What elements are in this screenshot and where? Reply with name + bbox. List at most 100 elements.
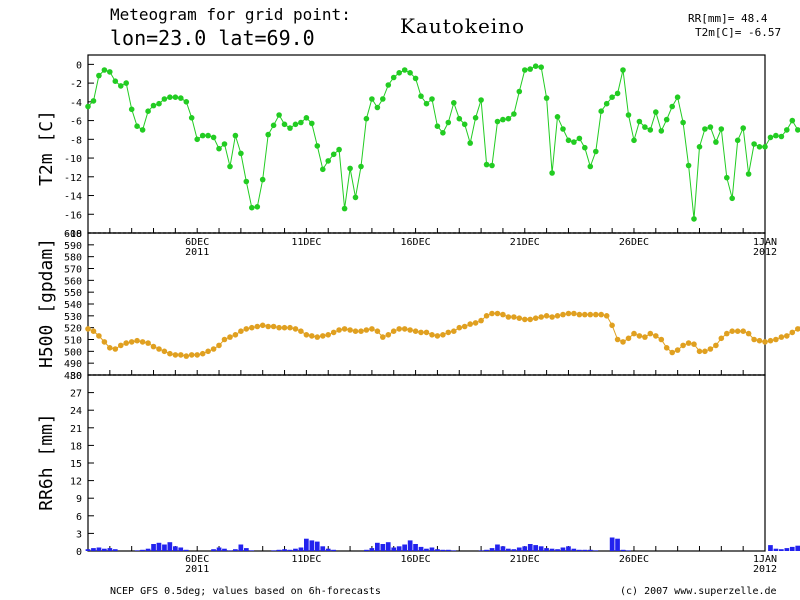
h500-data-point: [210, 346, 217, 352]
rr6h-bar: [511, 549, 517, 551]
t2m-data-point: [205, 132, 211, 139]
h500-data-point: [582, 311, 588, 318]
t2m-data-point: [232, 132, 239, 139]
rr6h-bar: [577, 549, 582, 551]
h500-data-point: [494, 310, 501, 317]
t2m-data-point: [96, 72, 102, 79]
h500-data-point: [478, 317, 484, 324]
t2m-data-point: [265, 131, 272, 138]
rr6h-bar: [527, 544, 533, 551]
h500-data-point: [718, 335, 725, 342]
rr6h-bar: [582, 549, 588, 551]
t2m-data-point: [609, 94, 615, 100]
rr6h-bar: [506, 548, 511, 551]
t2m-data-point: [309, 120, 315, 127]
t2m-data-point: [734, 137, 741, 144]
t2m-data-point: [603, 100, 610, 107]
h500-tick-label: 570: [64, 265, 82, 276]
t2m-data-point: [593, 148, 599, 155]
t2m-data-point: [680, 119, 686, 126]
rr6h-bar: [216, 547, 222, 551]
h500-tick-label: 550: [64, 288, 82, 299]
h500-data-point: [598, 311, 604, 318]
h500-tick-label: 590: [64, 241, 82, 252]
t2m-tick-label: -8: [70, 135, 82, 146]
t2m-data-point: [325, 158, 332, 164]
t2m-data-point: [729, 195, 735, 202]
t2m-data-point: [614, 90, 621, 97]
t2m-data-point: [685, 162, 692, 169]
h500-data-point: [789, 329, 796, 336]
t2m-data-point: [418, 93, 424, 99]
t2m-data-point: [156, 100, 162, 107]
h500-data-point: [423, 329, 430, 336]
date-tick-label: 11DEC: [291, 237, 321, 248]
t2m-data-point: [740, 125, 746, 131]
rr6h-bar: [244, 548, 249, 551]
rr6h-bar: [314, 541, 320, 551]
t2m-data-point: [385, 82, 392, 88]
rr6h-bar: [784, 548, 790, 551]
t2m-data-point: [210, 134, 217, 141]
h500-data-point: [636, 333, 643, 339]
h500-data-point: [249, 324, 255, 331]
rr6h-tick-label: 9: [76, 494, 82, 505]
h500-data-point: [418, 329, 424, 336]
t2m-data-point: [527, 66, 533, 72]
t2m-data-point: [571, 139, 577, 145]
h500-data-point: [407, 327, 413, 333]
rr6h-bar: [500, 546, 506, 551]
t2m-data-point: [565, 137, 572, 144]
rr6h-tick-label: 12: [70, 477, 82, 488]
rr6h-bar: [287, 549, 293, 551]
t2m-data-point: [167, 94, 173, 100]
footer-copyright: (c) 2007 www.superzelle.de: [620, 586, 777, 597]
t2m-data-point: [341, 205, 348, 212]
location-title: Kautokeino: [400, 14, 526, 38]
t2m-data-point: [702, 126, 708, 132]
rr6h-bar: [489, 548, 495, 551]
t2m-data-point: [172, 94, 179, 100]
rr6h-bar: [320, 546, 326, 551]
rr6h-bar: [380, 544, 386, 551]
rr6h-bar: [435, 549, 440, 551]
t2m-data-point: [773, 132, 779, 139]
t2m-data-point: [287, 125, 293, 131]
h500-data-point: [696, 348, 703, 355]
h500-data-point: [707, 346, 714, 352]
h500-data-point: [374, 328, 381, 335]
h500-data-point: [134, 337, 140, 344]
t2m-tick-label: -6: [70, 117, 82, 128]
rr6h-tick-label: 15: [70, 459, 82, 470]
date-tick-label: 11DEC: [291, 554, 321, 565]
h500-data-point: [199, 350, 206, 357]
h500-data-point: [593, 311, 599, 318]
rr6h-bar: [440, 549, 446, 551]
t2m-data-point: [227, 163, 233, 170]
t2m-data-point: [358, 163, 364, 170]
h500-data-point: [412, 328, 419, 335]
rr6h-tick-label: 6: [76, 512, 82, 523]
t2m-data-point: [762, 144, 768, 150]
h500-data-point: [259, 322, 266, 329]
rr6h-bar: [418, 546, 424, 551]
rr6h-bar: [140, 549, 145, 551]
h500-data-point: [309, 333, 315, 339]
h500-data-point: [336, 327, 342, 333]
rr6h-tick-label: 27: [70, 389, 82, 400]
t2m-data-point: [582, 144, 588, 151]
h500-data-point: [363, 327, 370, 333]
h500-data-point: [292, 326, 299, 332]
t2m-tick-label: -14: [64, 192, 82, 203]
footer-source: NCEP GFS 0.5deg; values based on 6h-fore…: [110, 586, 381, 597]
rr6h-bar: [593, 550, 599, 551]
h500-data-point: [254, 323, 261, 330]
h500-data-point: [123, 340, 129, 346]
rr6h-bar: [779, 549, 784, 551]
h500-data-point: [85, 326, 91, 332]
t2m-data-point: [598, 108, 604, 114]
t2m-data-point: [718, 126, 725, 132]
h500-data-point: [745, 330, 752, 337]
meteogram-title-line1: Meteogram for grid point:: [110, 5, 351, 24]
rr6h-bar: [173, 546, 178, 551]
